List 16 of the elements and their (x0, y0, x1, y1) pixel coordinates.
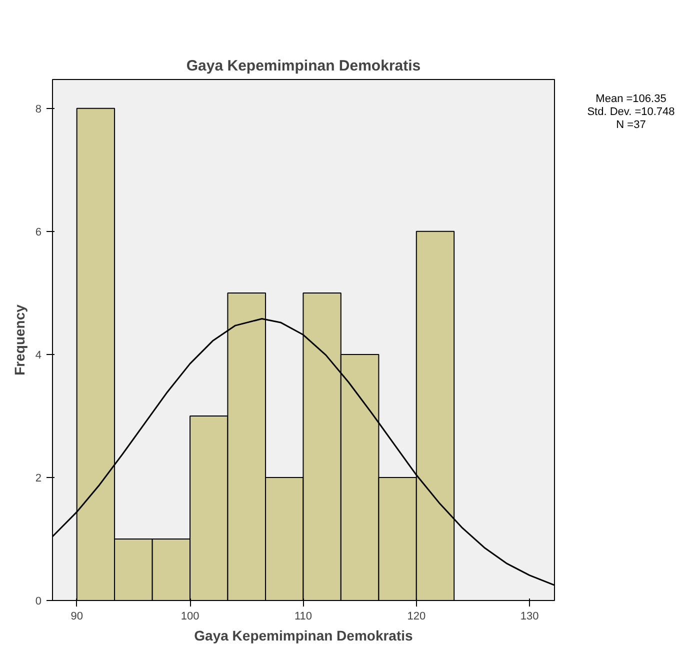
x-tick-label: 110 (294, 610, 312, 622)
text: N =37 (615, 119, 647, 132)
text: Std. Dev. =10.748 (587, 106, 675, 119)
y-axis-title: Frequency (11, 304, 28, 376)
y-tick-label: 4 (35, 349, 42, 362)
x-axis-title: Gaya Kepemimpinan Demokratis (194, 628, 414, 644)
chart-title: Gaya Kepemimpinan Demokratis (186, 58, 421, 74)
y-tick-label: 2 (35, 472, 42, 484)
x-tick-label: 120 (407, 610, 426, 622)
text: Mean =106.35 (594, 93, 668, 106)
x-tick-label: 100 (180, 610, 200, 622)
y-tick-label: 6 (35, 226, 42, 238)
y-tick-label: 8 (35, 103, 42, 116)
y-tick-label: 0 (35, 596, 42, 608)
x-tick-label: 130 (520, 610, 539, 622)
x-tick-label: 90 (70, 610, 83, 622)
